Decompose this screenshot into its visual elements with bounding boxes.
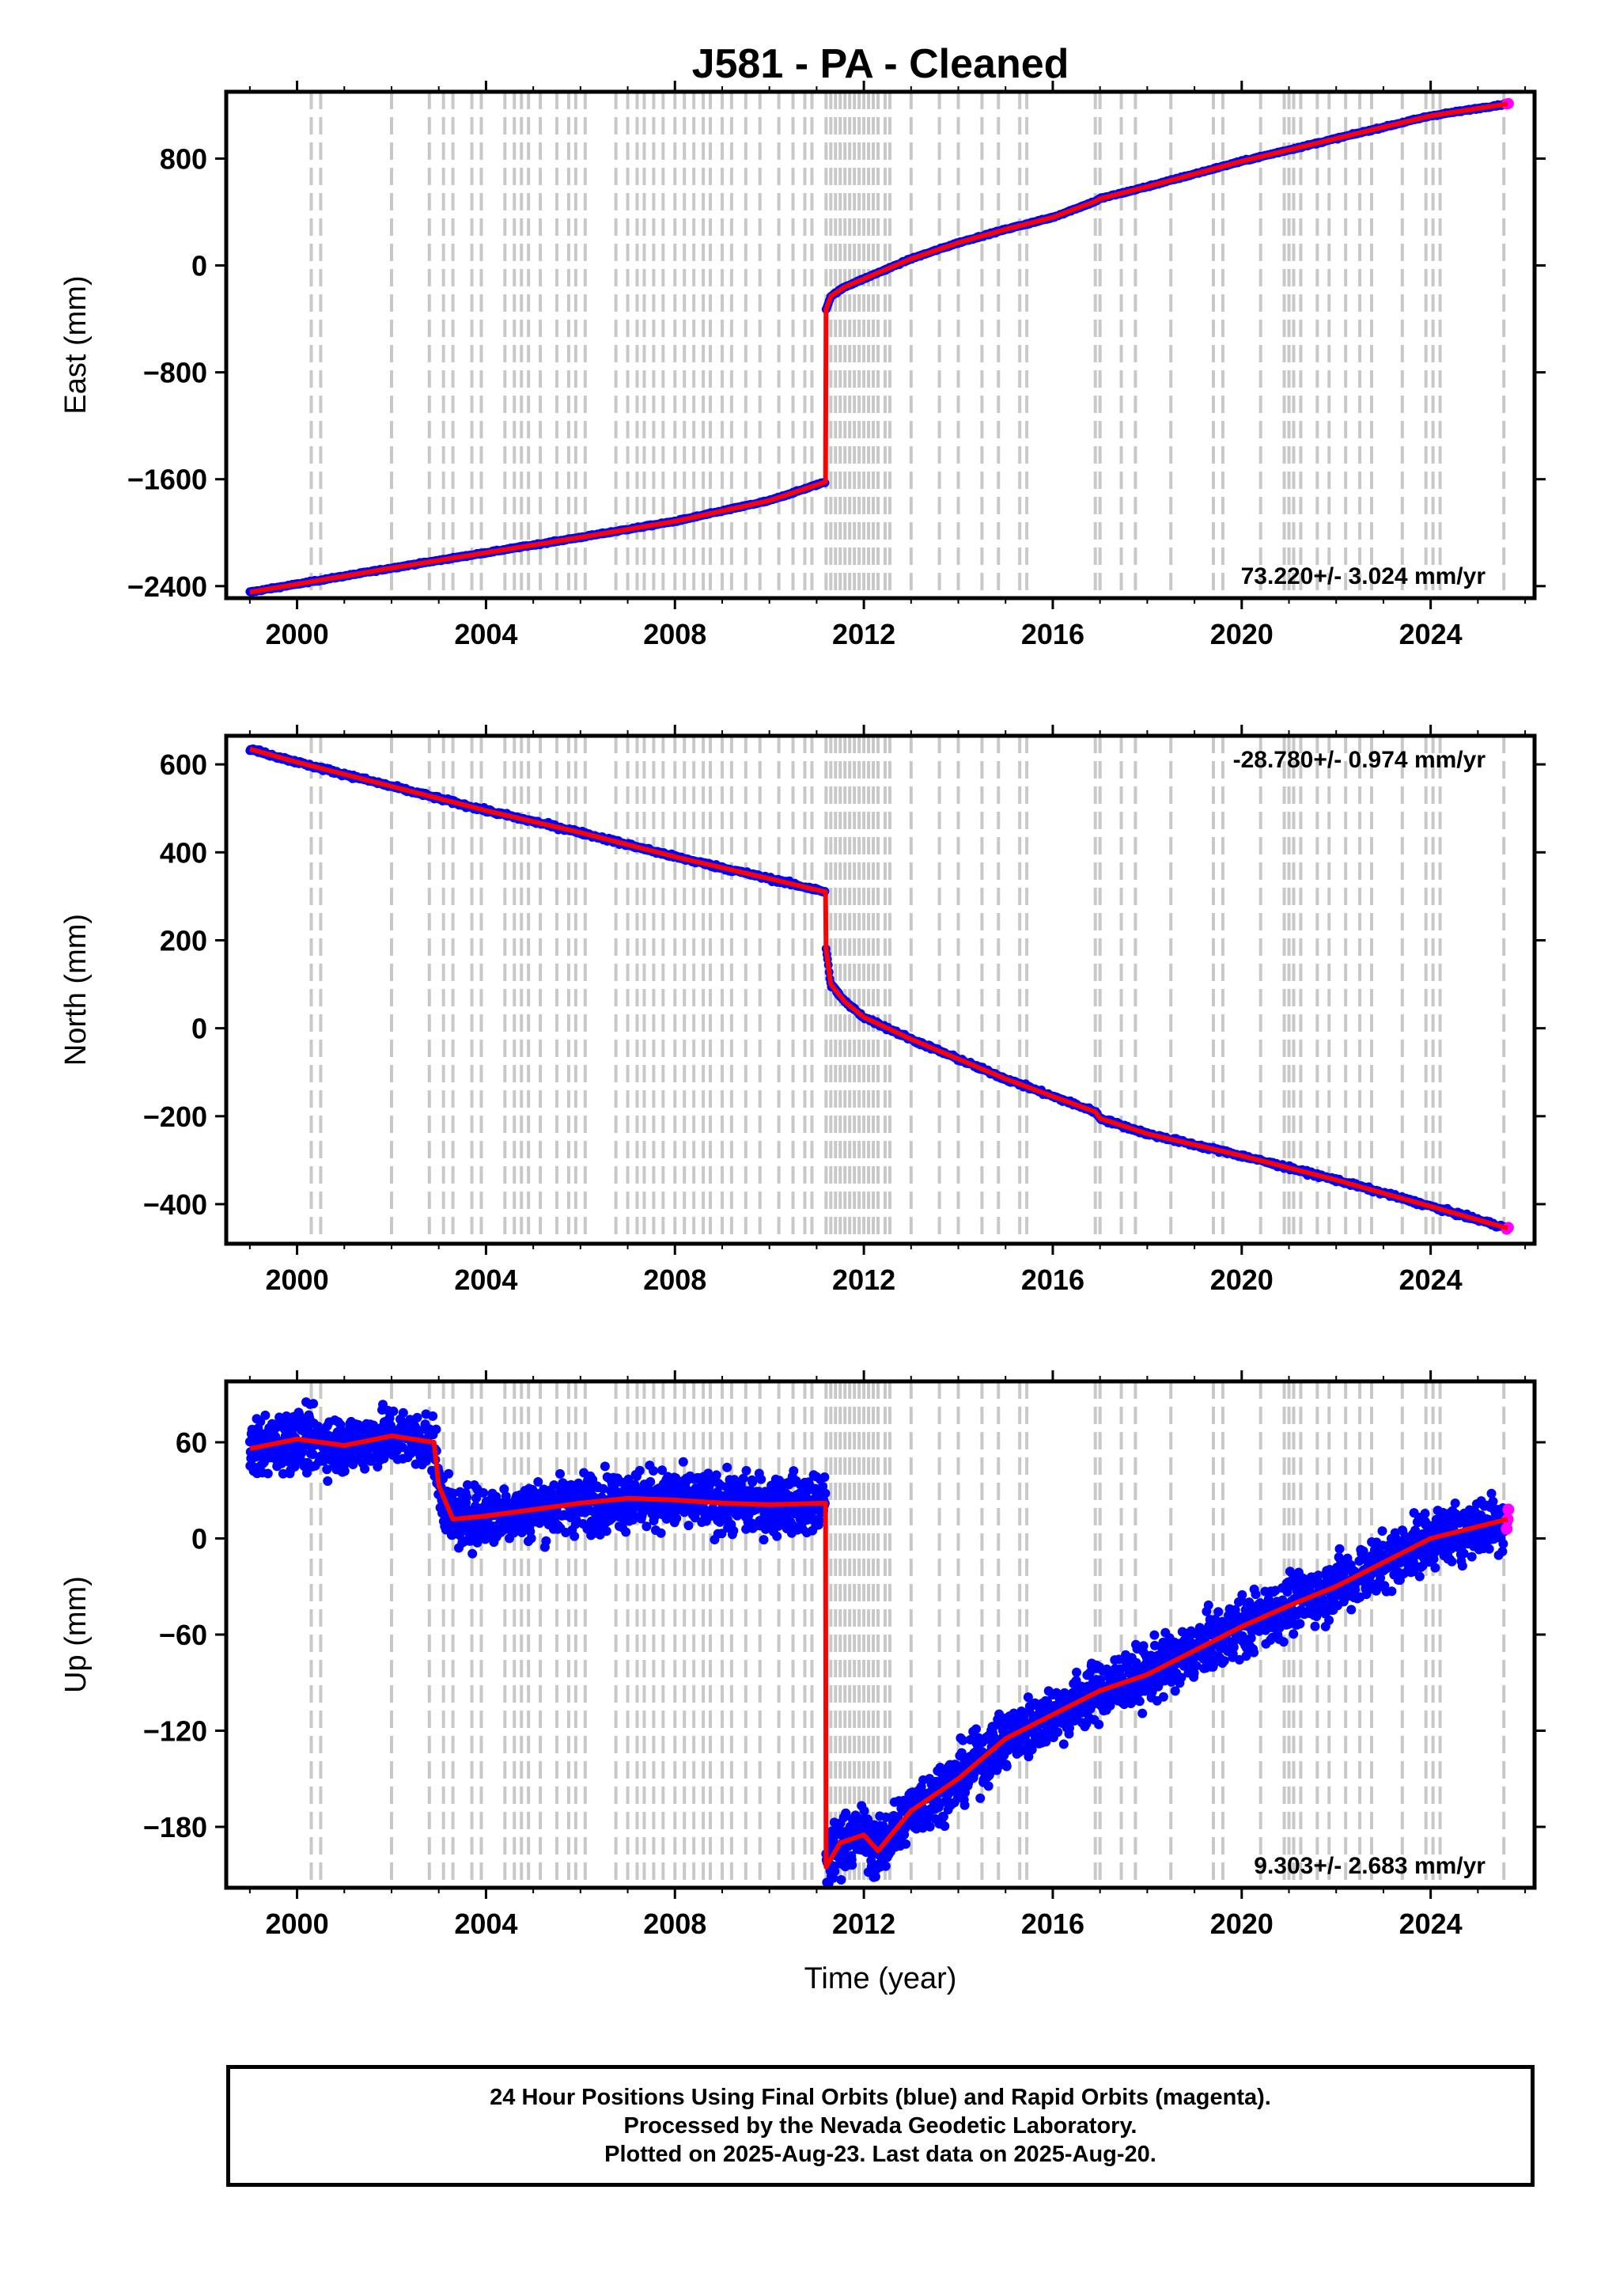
data-point	[379, 1453, 389, 1464]
x-tick-label: 2020	[1210, 1264, 1274, 1296]
plot-frame	[224, 733, 1537, 1246]
data-point	[690, 1513, 700, 1523]
data-point	[621, 1527, 631, 1537]
x-tick-label: 2012	[832, 1264, 895, 1296]
east-panel: 2000 2004 2008 2012 2016 2020 2024 −2400 −1600 −8…	[59, 81, 1546, 650]
y-tick-label: 200	[160, 924, 207, 957]
data-point	[323, 1476, 333, 1486]
data-point	[623, 1474, 634, 1484]
data-point	[431, 1424, 441, 1434]
data-point	[533, 1477, 543, 1487]
data-point	[398, 1408, 408, 1418]
data-point	[526, 1533, 536, 1544]
data-point	[678, 1457, 688, 1467]
y-tick-label: 600	[160, 748, 207, 781]
data-point	[545, 1487, 555, 1498]
data-point	[549, 1480, 559, 1490]
data-point	[467, 1548, 478, 1559]
y-tick-label: −800	[143, 357, 207, 389]
velocity-annotation: -28.780+/- 0.974 mm/yr	[1233, 747, 1486, 773]
x-tick-label: 2012	[832, 618, 895, 650]
x-tick-label: 2004	[454, 1264, 517, 1296]
data-point	[570, 1531, 580, 1541]
data-point	[472, 1537, 483, 1548]
data-point	[339, 1466, 350, 1476]
data-point	[683, 1521, 694, 1531]
y-axis-label: North (mm)	[59, 914, 93, 1066]
data-point	[649, 1466, 658, 1476]
north-panel: 2000 2004 2008 2012 2016 2020 2024 −400 −200 0 200…	[59, 725, 1546, 1296]
data-point	[444, 1468, 454, 1479]
x-tick-label: 2020	[1210, 618, 1274, 650]
y-tick-label: −1600	[127, 464, 207, 496]
data-point	[657, 1465, 667, 1476]
data-point	[412, 1412, 422, 1423]
y-tick-label: −400	[143, 1188, 207, 1221]
plot-area	[245, 92, 1514, 598]
data-point	[499, 1484, 509, 1495]
x-tick-label: 2004	[454, 618, 517, 650]
data-point	[462, 1492, 471, 1502]
rapid-orbit-point	[1502, 1222, 1514, 1233]
x-tick-label: 2008	[643, 1264, 706, 1296]
x-tick-label: 2016	[1021, 618, 1084, 650]
plot-area	[245, 736, 1514, 1244]
y-axis-label: East (mm)	[59, 275, 93, 414]
up-panel: 2000 2004 2008 2012 2016 2020 2024−180−120−600…	[59, 1370, 1546, 1940]
y-tick-label: −200	[143, 1101, 207, 1133]
chart-title: J581 - PA - Cleaned	[692, 41, 1069, 87]
data-point	[541, 1536, 551, 1546]
data-point	[308, 1399, 319, 1409]
model-line	[249, 101, 1508, 595]
data-point	[672, 1514, 682, 1523]
data-point	[384, 1413, 395, 1423]
x-tick-label: 2008	[643, 618, 706, 650]
data-point	[260, 1410, 271, 1420]
data-point	[645, 1476, 656, 1487]
x-tick-label: 2000	[266, 618, 329, 650]
plot-frame	[224, 89, 1537, 601]
data-point	[255, 1417, 266, 1426]
y-tick-label: 0	[191, 1013, 207, 1045]
data-point	[598, 1483, 608, 1494]
data-point	[302, 1468, 312, 1478]
x-tick-label: 2000	[266, 1264, 329, 1296]
data-point	[555, 1468, 565, 1479]
data-point	[360, 1464, 370, 1474]
data-point	[282, 1411, 292, 1421]
plot-area	[244, 1381, 1515, 1888]
data-point	[471, 1493, 481, 1503]
velocity-annotation: 73.220+/- 3.024 mm/yr	[1241, 563, 1486, 589]
data-point	[656, 1528, 666, 1538]
y-tick-label: 800	[160, 142, 207, 175]
x-tick-label: 2024	[1399, 1264, 1463, 1296]
data-point	[479, 1487, 489, 1498]
data-point	[263, 1468, 273, 1479]
data-point	[308, 1449, 318, 1460]
y-tick-label: 400	[160, 836, 207, 869]
data-point	[388, 1406, 399, 1416]
y-tick-label: −2400	[127, 570, 207, 603]
data-point	[463, 1480, 472, 1490]
x-tick-label: 2016	[1021, 1264, 1084, 1296]
data-point	[634, 1465, 645, 1476]
data-point	[642, 1521, 652, 1532]
data-point	[322, 1464, 332, 1475]
data-point	[600, 1461, 610, 1472]
y-tick-label: 0	[191, 250, 207, 282]
data-point	[601, 1526, 611, 1536]
model-line	[249, 746, 1508, 1231]
x-tick-label: 2024	[1399, 618, 1463, 650]
data-point	[428, 1411, 438, 1421]
data-point	[278, 1468, 288, 1479]
